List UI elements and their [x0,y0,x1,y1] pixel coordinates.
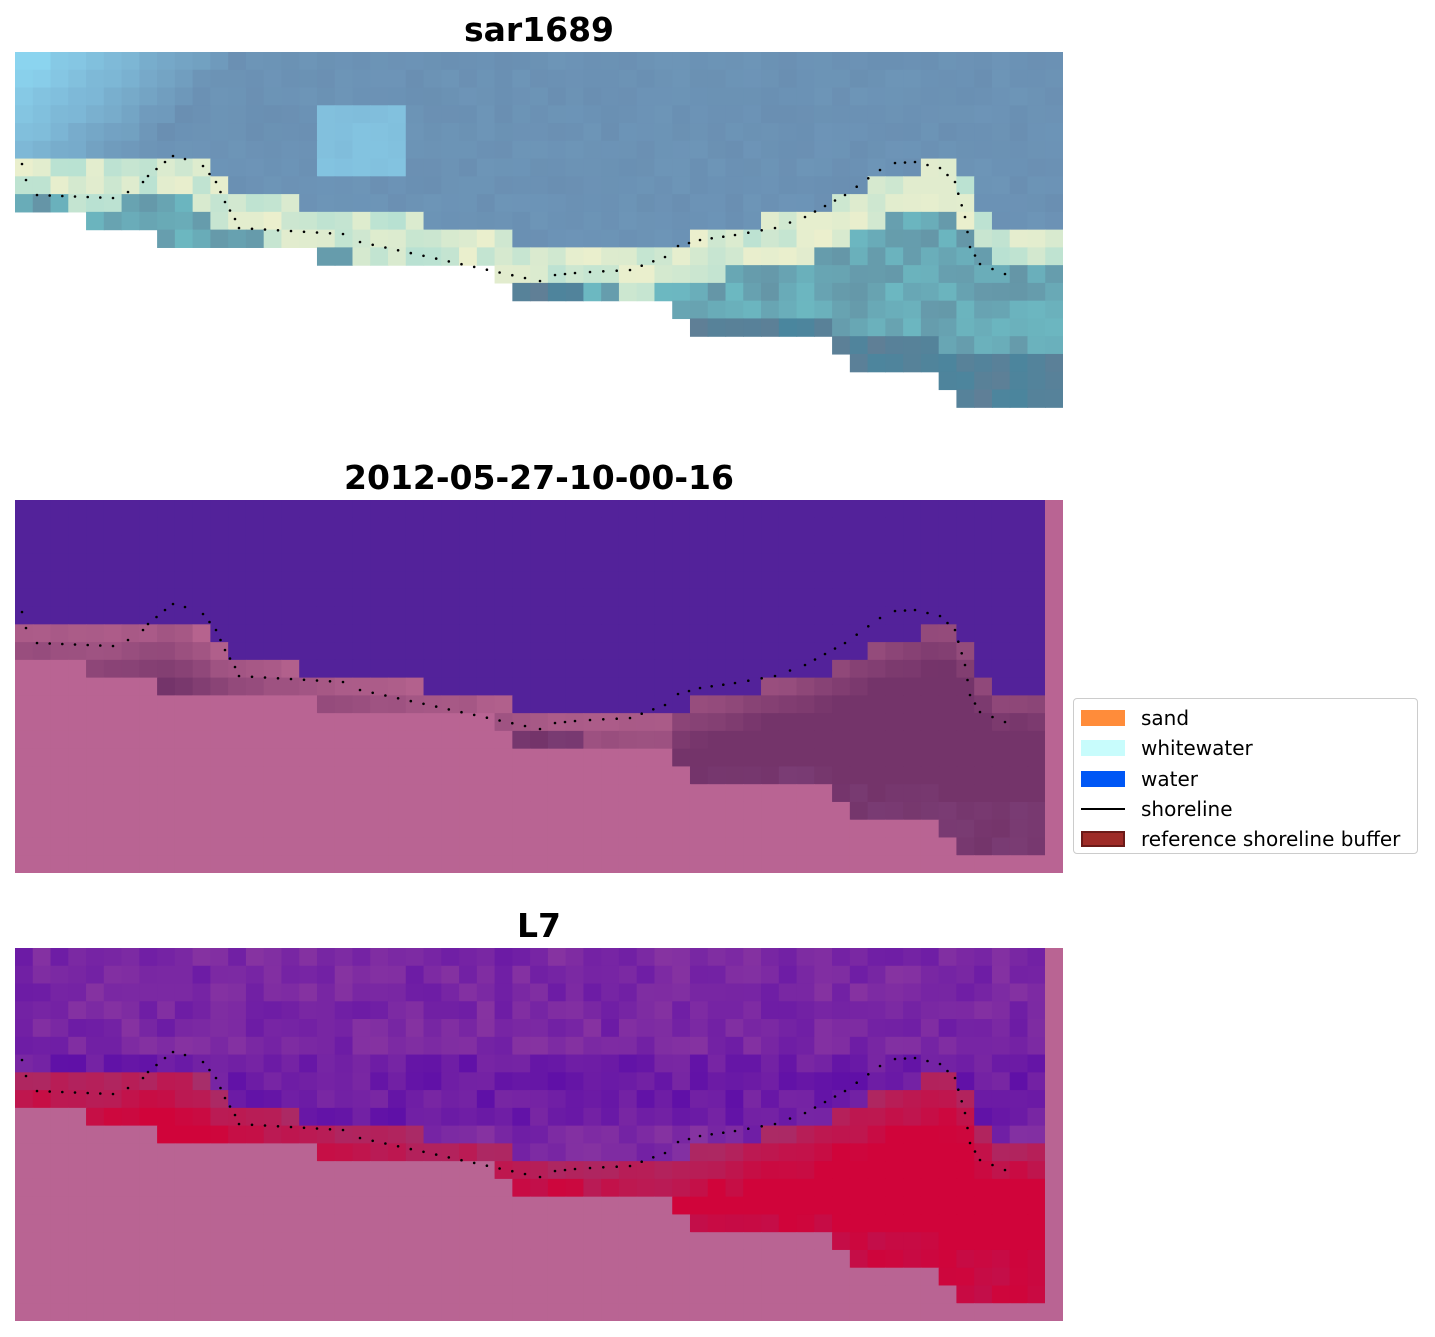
classification-panel [15,500,1063,873]
legend-item-whitewater: whitewater [1081,733,1411,763]
legend-label: shoreline [1141,797,1233,822]
shoreline-dots [20,154,1007,283]
water-swatch-icon [1081,770,1125,787]
shoreline-line-icon [1081,808,1125,811]
buffer-swatch-icon [1081,831,1125,848]
legend-item-reference-buffer: reference shoreline buffer [1081,824,1411,854]
legend-item-water: water [1081,764,1411,794]
shoreline-dots [20,602,1007,731]
shoreline-dots [20,1050,1007,1179]
whitewater-swatch-icon [1081,740,1125,757]
legend-item-shoreline: shoreline [1081,794,1411,824]
panel-title-rgb: sar1689 [463,10,615,49]
legend: sand whitewater water shoreline referenc… [1073,698,1418,854]
legend-label: water [1141,766,1198,791]
legend-item-sand: sand [1081,703,1411,733]
legend-label: sand [1141,706,1190,731]
legend-label: whitewater [1141,736,1253,761]
legend-label: reference shoreline buffer [1141,827,1401,852]
panel-title-classification: 2012-05-27-10-00-16 [344,458,734,497]
panel-title-l7: L7 [517,906,561,945]
rgb-image-panel [15,52,1063,408]
water-index-panel [15,948,1063,1321]
sand-swatch-icon [1081,710,1125,727]
